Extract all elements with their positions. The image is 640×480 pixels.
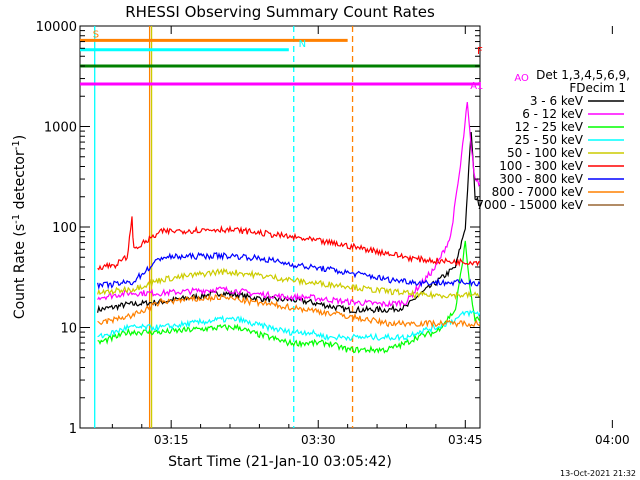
y-tick-label-1: 10 (60, 322, 77, 337)
plot-frame (79, 25, 481, 429)
state-label-1: N (299, 39, 306, 50)
y-tick-label-2: 100 (52, 221, 77, 236)
legend-label-7: 800 - 7000 keV (492, 185, 584, 199)
chart-title: RHESSI Observing Summary Count Rates (125, 3, 435, 21)
series-line-7 (97, 293, 480, 329)
state-label-0: S (93, 29, 99, 40)
x-tick-label-2: 03:45 (448, 433, 483, 447)
legend-label-4: 50 - 100 keV (507, 146, 584, 160)
legend-label-8: 7000 - 15000 keV (476, 198, 583, 212)
y-tick-label-4: 10000 (36, 20, 77, 35)
legend-label-1: 6 - 12 keV (522, 107, 584, 121)
series-line-5 (97, 216, 480, 271)
series-line-4 (97, 267, 480, 301)
x-tick-label-0: 03:15 (154, 433, 189, 447)
series-line-2 (97, 240, 480, 354)
series-line-3 (97, 309, 480, 342)
state-label-7: AO (514, 73, 529, 84)
y-axis-label-sup1: -1 (11, 214, 22, 224)
y-axis: 1 10 100 1000 10000 (36, 20, 480, 437)
y-tick-label-3: 1000 (44, 121, 77, 136)
state-label-8: A1 (470, 81, 483, 92)
legend-label-5: 100 - 300 keV (499, 159, 583, 173)
legend-label-2: 12 - 25 keV (515, 120, 584, 134)
legend-label-3: 25 - 50 keV (515, 133, 584, 147)
plot-area (80, 26, 480, 428)
y-axis-label-sup2: -1 (11, 140, 22, 150)
series-line-6 (97, 251, 480, 291)
y-axis-label-end: ) (12, 135, 28, 140)
x-tick-label-1: 03:30 (301, 433, 336, 447)
series-line-0 (97, 132, 480, 314)
y-axis-label: Count Rate (s-1 detector-1) (11, 135, 28, 319)
y-tick-label-0: 1 (69, 422, 77, 437)
y-axis-label-main: Count Rate (s (12, 224, 28, 319)
state-label-3: F (477, 46, 483, 57)
footer-timestamp: 13-Oct-2021 21:32 (560, 469, 636, 478)
series-line-1 (97, 102, 480, 308)
legend-label-0: 3 - 6 keV (530, 94, 584, 108)
x-tick-label-3: 04:00 (595, 433, 630, 447)
legend-header-2: FDecim 1 (569, 81, 626, 95)
y-axis-label-mid: detector (12, 150, 28, 214)
legend-header-1: Det 1,3,4,5,6,9, (536, 68, 630, 82)
x-axis-label: Start Time (21-Jan-10 03:05:42) (168, 454, 392, 470)
legend-label-6: 300 - 800 keV (499, 172, 583, 186)
